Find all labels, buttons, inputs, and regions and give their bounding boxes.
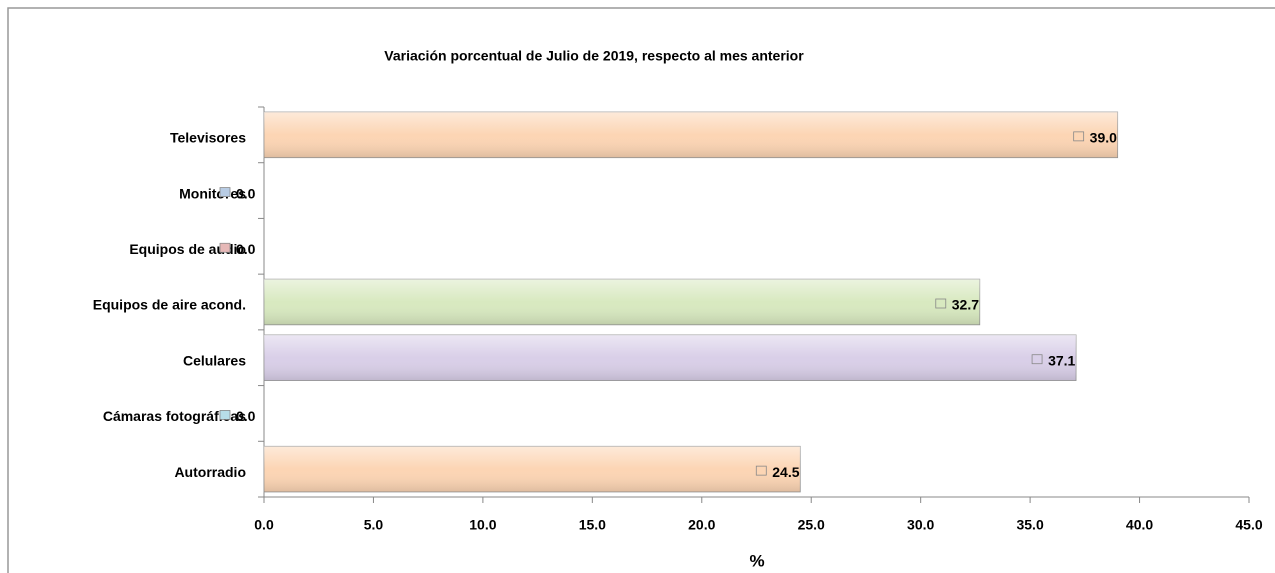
- chart-title: Variación porcentual de Julio de 2019, r…: [384, 48, 804, 64]
- y-tick-label: Televisores: [170, 130, 246, 146]
- y-tick-label: Autorradio: [174, 464, 246, 480]
- label-key: [1031, 354, 1043, 365]
- bar-shade: [264, 446, 801, 492]
- y-tick-label: Cámaras fotográficas: [103, 408, 246, 424]
- label-key: [219, 410, 231, 420]
- data-label: 39.0: [1090, 130, 1117, 146]
- x-tick-label: 30.0: [907, 517, 934, 533]
- data-label: 24.5: [772, 464, 799, 480]
- x-tick-label: 5.0: [364, 517, 384, 533]
- y-tick-label: Equipos de aire acond.: [93, 297, 246, 313]
- y-tick-label: Celulares: [183, 352, 246, 368]
- x-tick-label: 15.0: [579, 517, 606, 533]
- data-label: 37.1: [1048, 352, 1075, 368]
- x-tick-label: 45.0: [1235, 517, 1262, 533]
- label-key: [219, 187, 231, 197]
- label-key: [935, 298, 947, 309]
- label-key: [1073, 131, 1085, 142]
- chart-frame: [7, 7, 1275, 573]
- x-tick-label: 20.0: [688, 517, 715, 533]
- data-label: 0.0: [236, 185, 256, 201]
- x-tick-label: 0.0: [254, 517, 274, 533]
- label-key: [755, 465, 767, 476]
- x-tick-label: 10.0: [469, 517, 496, 533]
- x-tick-label: 35.0: [1016, 517, 1043, 533]
- bar-shade: [264, 334, 1077, 381]
- label-key: [219, 242, 231, 253]
- data-label: 32.7: [952, 297, 979, 313]
- x-axis-label: %: [749, 551, 764, 570]
- data-label: 0.0: [236, 241, 256, 257]
- bar-shade: [264, 279, 980, 325]
- x-tick-label: 25.0: [798, 517, 825, 533]
- data-label: 0.0: [236, 408, 256, 424]
- x-tick-label: 40.0: [1126, 517, 1153, 533]
- y-tick-label: Equipos de audio: [129, 241, 246, 257]
- bar-shade: [264, 112, 1118, 158]
